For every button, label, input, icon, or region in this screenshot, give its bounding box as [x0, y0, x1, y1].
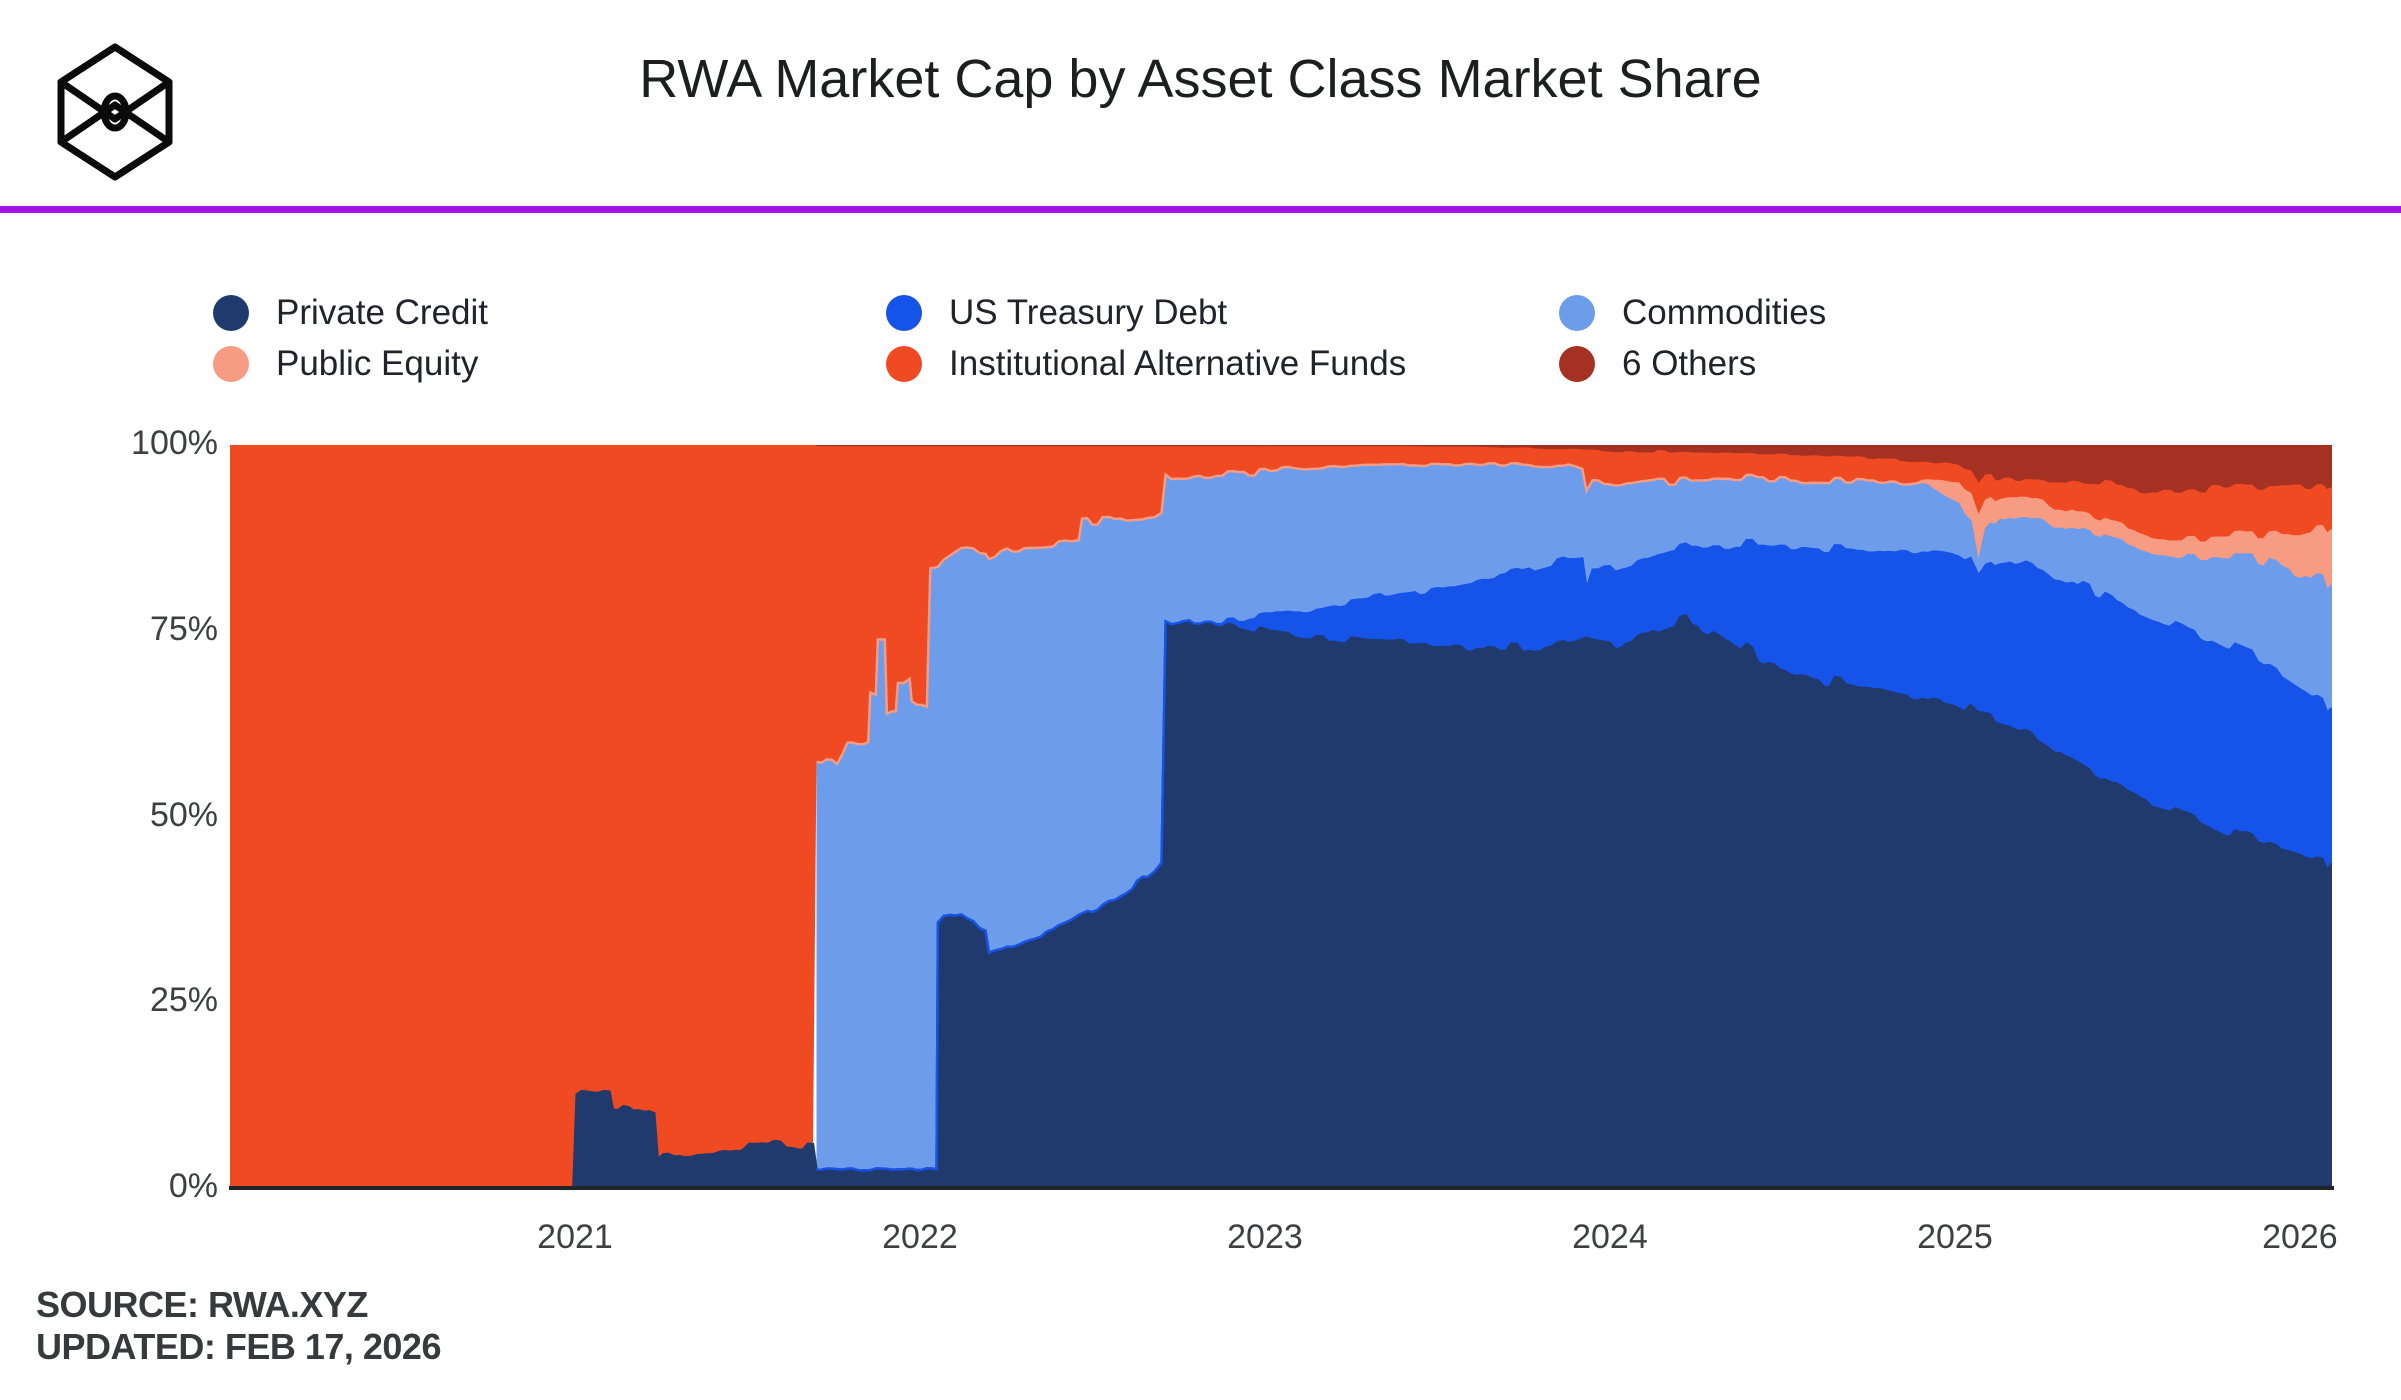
legend-item-6-others: 6 Others [1559, 338, 1826, 389]
y-tick-100: 100% [131, 424, 218, 462]
x-axis-line [229, 1186, 2334, 1190]
series-line-institutional-alternative-funds [230, 445, 2332, 497]
x-tick-2021: 2021 [537, 1218, 613, 1256]
legend-label: Public Equity [276, 343, 479, 383]
legend-swatch-institutional-alternative-funds [886, 345, 922, 382]
series-area-commodities [816, 463, 2332, 1171]
legend-item-public-equity: Public Equity [213, 338, 488, 389]
legend-label: Private Credit [276, 292, 489, 332]
series-area-6-others [816, 445, 2332, 495]
legend-label: Commodities [1622, 292, 1827, 332]
y-tick-0: 0% [168, 1167, 218, 1205]
legend-column: US Treasury Debt Institutional Alternativ… [886, 287, 1406, 389]
series-area-private-credit [230, 615, 2332, 1188]
series-area-institutional-alternative-funds [230, 445, 2332, 1188]
legend-item-us-treasury-debt: US Treasury Debt [886, 287, 1406, 338]
x-tick-2026: 2026 [2262, 1218, 2338, 1256]
rwa-cube-logo-icon [57, 43, 173, 181]
updated-label: UPDATED: FEB 17, 2026 [36, 1326, 441, 1367]
x-tick-2025: 2025 [1917, 1218, 1993, 1256]
purple-divider [0, 206, 2401, 213]
legend-label: 6 Others [1622, 343, 1757, 383]
y-tick-75: 75% [149, 609, 218, 648]
x-tick-2024: 2024 [1572, 1218, 1648, 1256]
legend-label: Institutional Alternative Funds [949, 343, 1407, 383]
legend-swatch-private-credit [213, 294, 249, 331]
series-line-private-credit [230, 613, 2332, 1188]
source-label: SOURCE: RWA.XYZ [36, 1284, 368, 1325]
legend-swatch-us-treasury-debt [886, 294, 922, 331]
y-tick-25: 25% [149, 981, 218, 1020]
series-area-us-treasury-debt [816, 540, 2332, 1171]
legend-item-private-credit: Private Credit [213, 287, 488, 338]
stacked-area-chart [230, 445, 2332, 1188]
legend-swatch-6-others [1559, 345, 1595, 382]
legend-item-commodities: Commodities [1559, 287, 1826, 338]
x-tick-2022: 2022 [882, 1218, 958, 1256]
series-line-public-equity [816, 462, 2332, 766]
series-line-us-treasury-debt [816, 538, 2332, 1172]
legend-item-institutional-alternative-funds: Institutional Alternative Funds [886, 338, 1406, 389]
legend-label: US Treasury Debt [949, 292, 1228, 332]
x-tick-2023: 2023 [1227, 1218, 1303, 1256]
legend-column: Private Credit Public Equity [213, 287, 488, 389]
legend-swatch-public-equity [213, 345, 249, 382]
legend-swatch-commodities [1559, 294, 1595, 331]
page-title: RWA Market Cap by Asset Class Market Sha… [639, 49, 1762, 109]
legend-column: Commodities 6 Others [1559, 287, 1826, 389]
y-tick-50: 50% [149, 795, 218, 834]
